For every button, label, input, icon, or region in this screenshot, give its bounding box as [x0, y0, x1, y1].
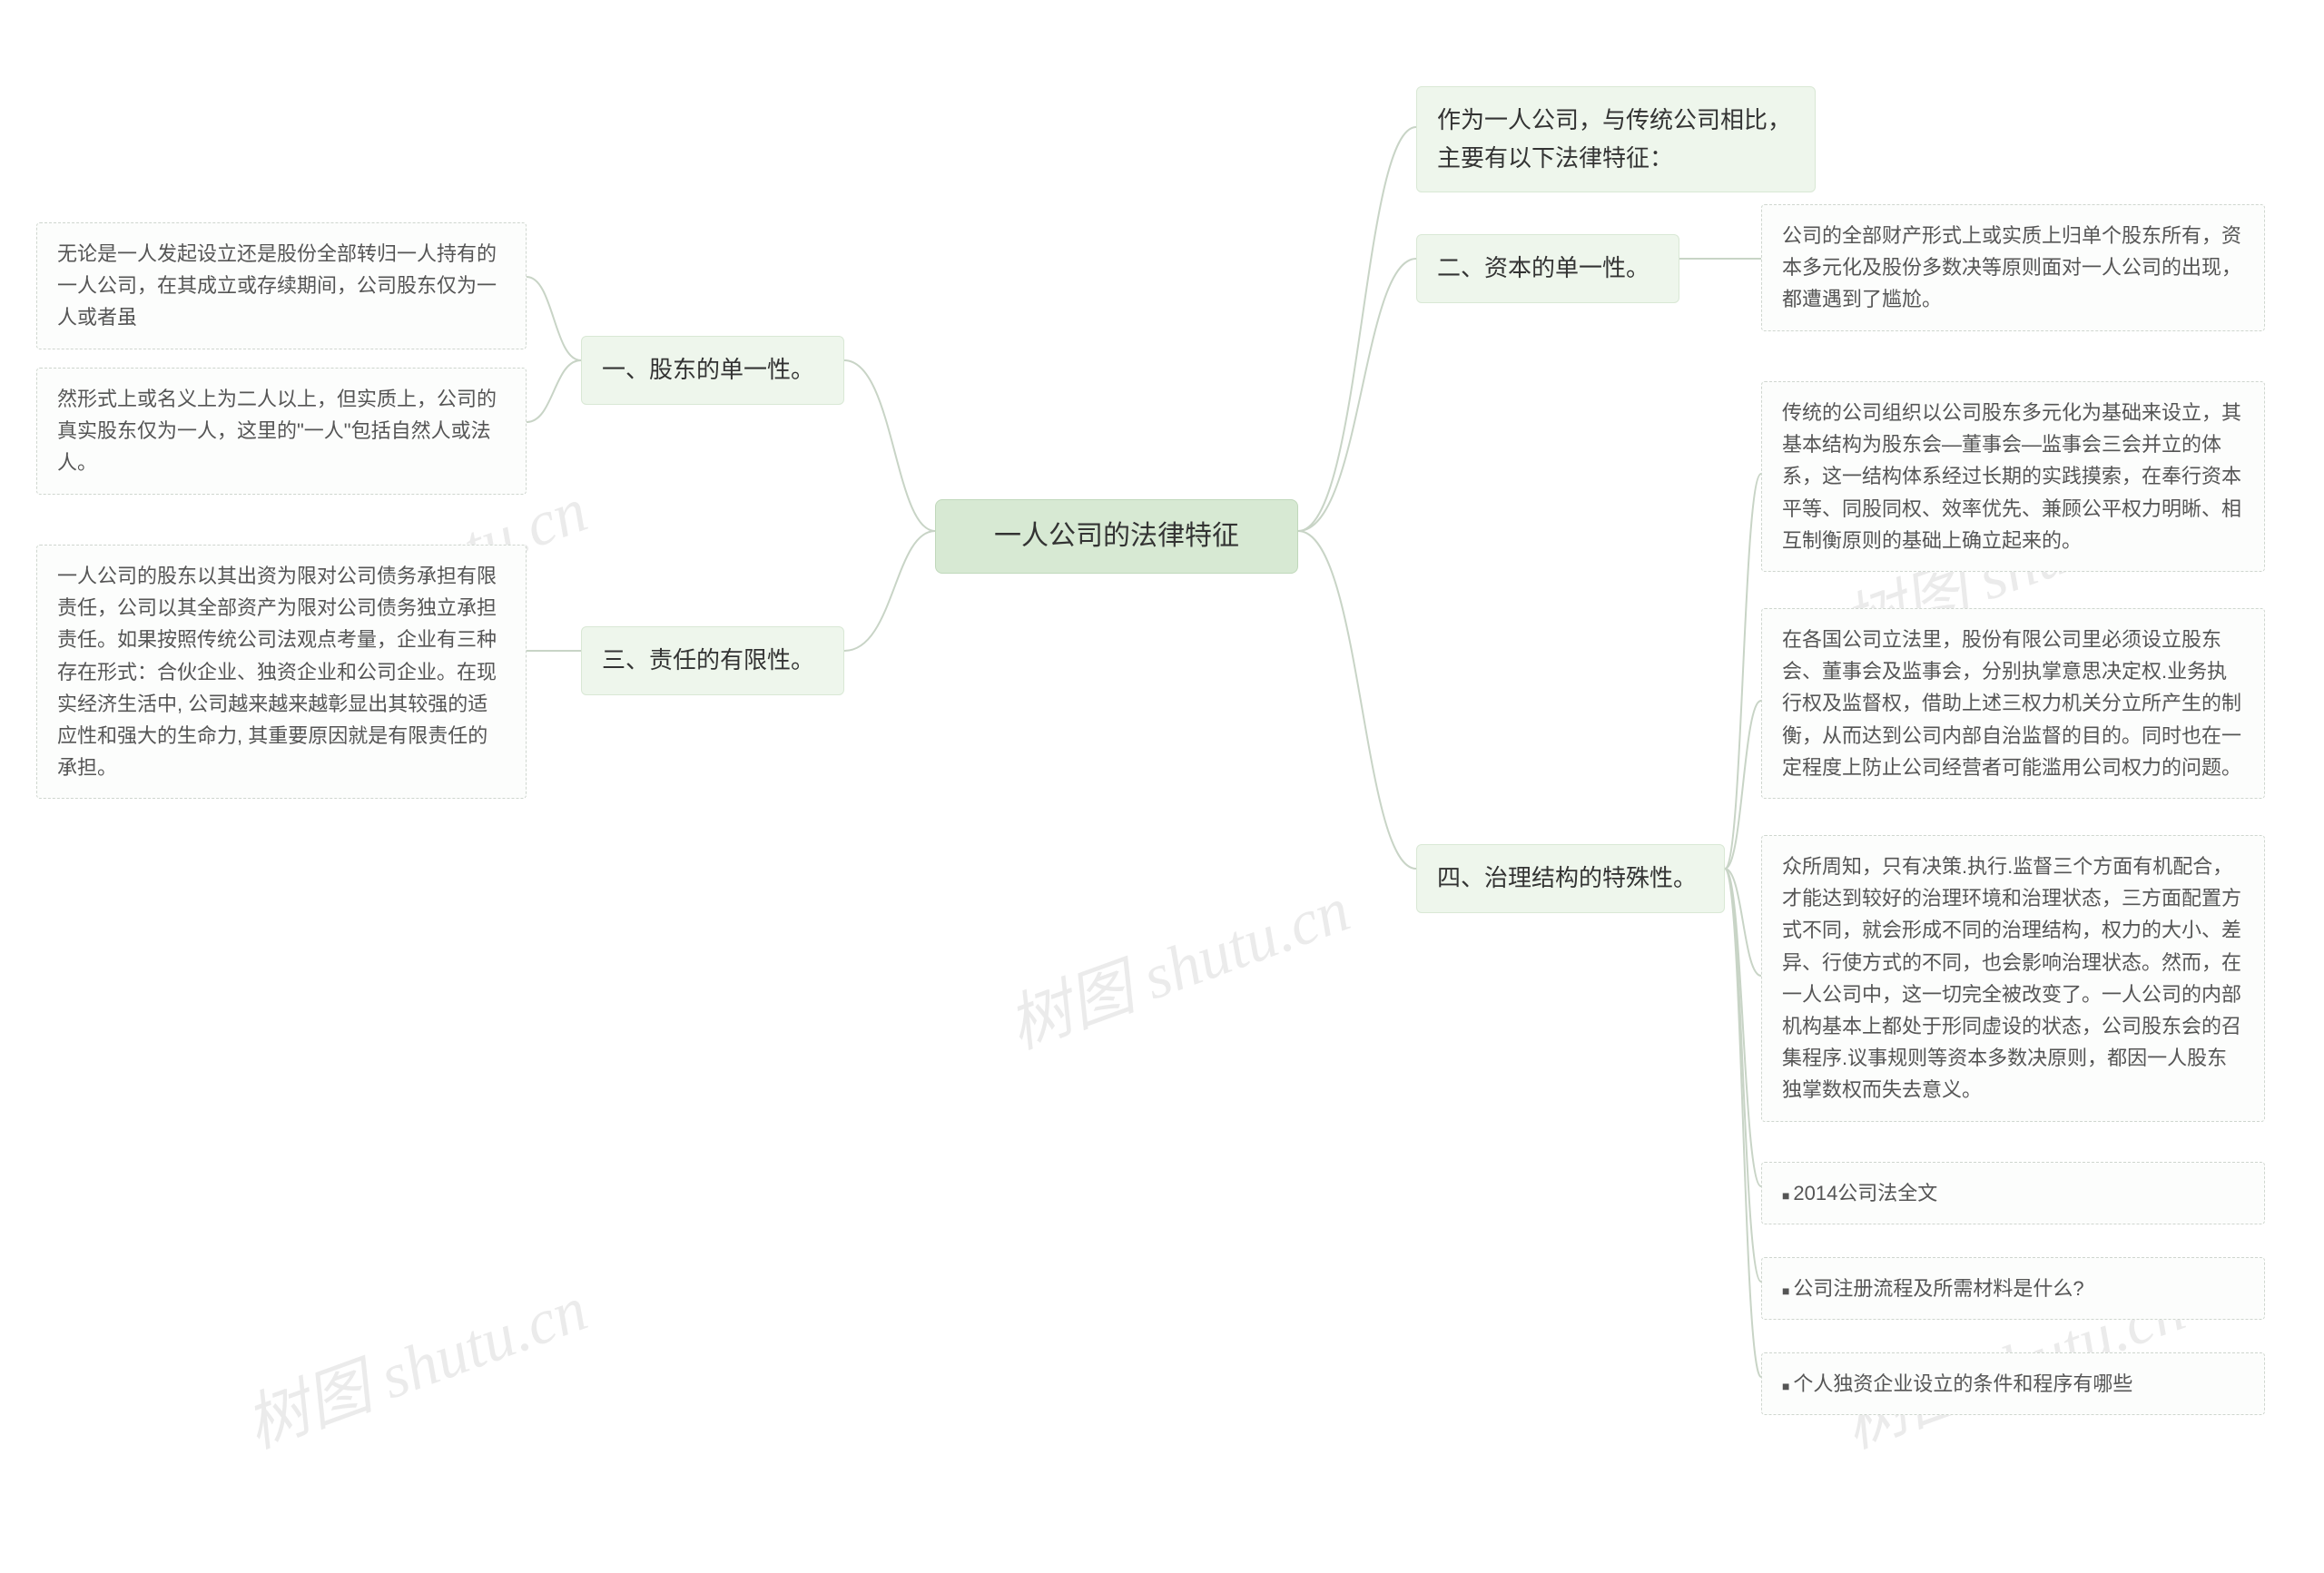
leaf-node: 公司的全部财产形式上或实质上归单个股东所有，资本多元化及股份多数决等原则面对一人… — [1761, 204, 2265, 331]
leaf-node: 众所周知，只有决策.执行.监督三个方面有机配合，才能达到较好的治理环境和治理状态… — [1761, 835, 2265, 1122]
branch-governance-specialty[interactable]: 四、治理结构的特殊性。 — [1416, 844, 1725, 913]
center-node[interactable]: 一人公司的法律特征 — [935, 499, 1298, 574]
watermark: 树图 shutu.cn — [994, 859, 1361, 1067]
related-link-registration-process[interactable]: 公司注册流程及所需材料是什么? — [1761, 1257, 2265, 1320]
leaf-node: 无论是一人发起设立还是股份全部转归一人持有的一人公司，在其成立或存续期间，公司股… — [36, 222, 527, 349]
branch-limited-liability[interactable]: 三、责任的有限性。 — [581, 626, 844, 695]
related-link-sole-proprietorship[interactable]: 个人独资企业设立的条件和程序有哪些 — [1761, 1352, 2265, 1415]
branch-capital-singularity[interactable]: 二、资本的单一性。 — [1416, 234, 1679, 303]
leaf-node: 传统的公司组织以公司股东多元化为基础来设立，其基本结构为股东会—董事会—监事会三… — [1761, 381, 2265, 572]
intro-node: 作为一人公司，与传统公司相比，主要有以下法律特征： — [1416, 86, 1816, 192]
watermark: 树图 shutu.cn — [231, 1258, 598, 1466]
related-link-company-law-2014[interactable]: 2014公司法全文 — [1761, 1162, 2265, 1224]
leaf-node: 然形式上或名义上为二人以上，但实质上，公司的真实股东仅为一人，这里的"一人"包括… — [36, 368, 527, 495]
leaf-node: 在各国公司立法里，股份有限公司里必须设立股东会、董事会及监事会，分别执掌意思决定… — [1761, 608, 2265, 799]
leaf-node: 一人公司的股东以其出资为限对公司债务承担有限责任，公司以其全部资产为限对公司债务… — [36, 545, 527, 799]
branch-shareholder-singularity[interactable]: 一、股东的单一性。 — [581, 336, 844, 405]
